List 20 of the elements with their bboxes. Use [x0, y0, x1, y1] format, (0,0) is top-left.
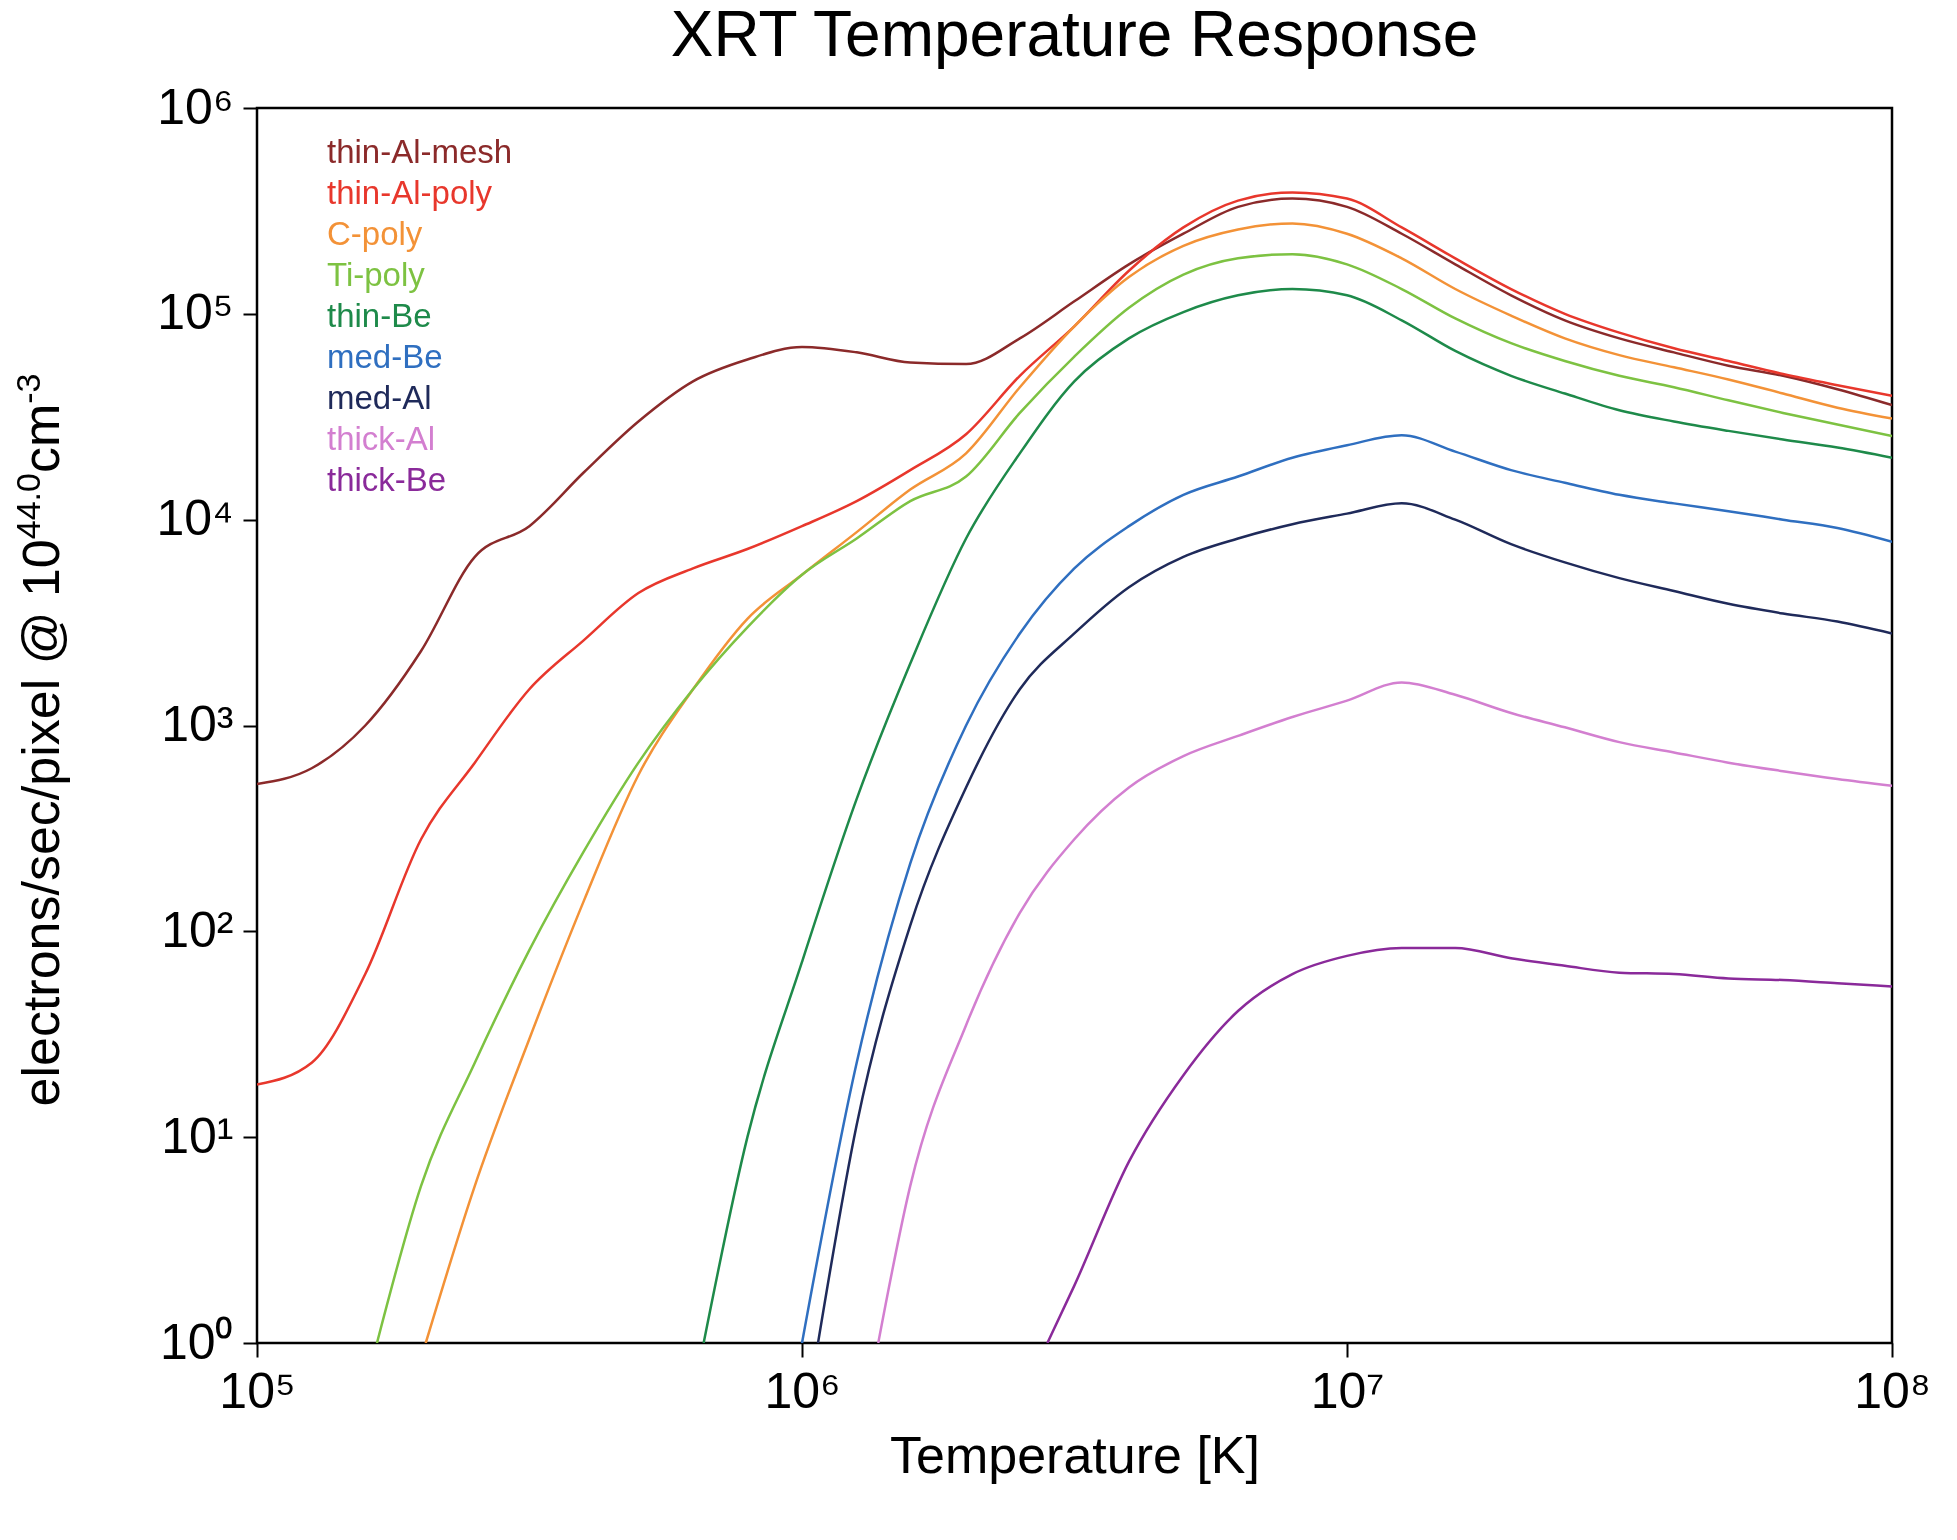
- text: med-Be: [327, 338, 443, 375]
- text: thin-Al-mesh: [327, 133, 513, 170]
- text: thick-Be: [327, 461, 447, 498]
- y-tick-label: 10⁶: [157, 78, 234, 135]
- x-axis-title: Temperature [K]: [890, 1425, 1260, 1484]
- x-tick-label: 10⁷: [1310, 1362, 1385, 1419]
- x-tick-label: 10⁸: [1854, 1362, 1931, 1419]
- text: thick-Al: [327, 420, 436, 457]
- y-tick-label: 10³: [161, 696, 234, 752]
- text: thin-Al-poly: [327, 174, 493, 211]
- y-tick-label: 10²: [161, 901, 234, 958]
- y-tick-label: 10¹: [161, 1107, 234, 1164]
- y-tick-label: 10⁵: [157, 284, 234, 341]
- text: C-poly: [327, 215, 423, 252]
- y-tick-label: 10⁴: [156, 490, 234, 547]
- x-tick-label: 10⁶: [764, 1362, 841, 1419]
- chart-title: XRT Temperature Response: [670, 0, 1479, 70]
- text: Ti-poly: [327, 256, 426, 293]
- text: med-Al: [327, 379, 432, 416]
- text: thin-Be: [327, 297, 432, 334]
